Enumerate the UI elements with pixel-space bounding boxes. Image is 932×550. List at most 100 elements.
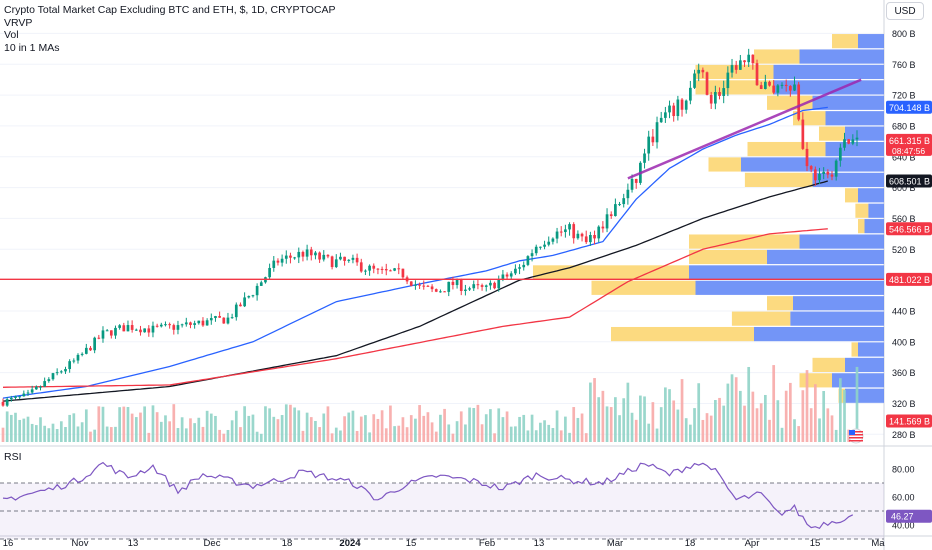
candle-body bbox=[372, 265, 376, 269]
volume-bar bbox=[155, 412, 159, 442]
candle-body bbox=[697, 69, 701, 74]
legend-vrvp[interactable]: VRVP bbox=[4, 16, 33, 29]
candle-body bbox=[509, 273, 513, 277]
volume-bar bbox=[176, 428, 180, 442]
volume-bar bbox=[93, 429, 96, 442]
volume-bar bbox=[689, 424, 692, 442]
candle-body bbox=[251, 295, 255, 297]
candle-body bbox=[214, 316, 217, 319]
volume-bar bbox=[455, 421, 459, 442]
volume-bar bbox=[514, 426, 517, 442]
volume-bar bbox=[226, 429, 230, 442]
price-badge-label: 546.566 B bbox=[889, 224, 930, 234]
candle-body bbox=[305, 249, 309, 257]
candle-body bbox=[434, 289, 438, 292]
candle-body bbox=[80, 353, 84, 355]
candle-body bbox=[1, 401, 5, 406]
vp-row-sell bbox=[767, 249, 884, 265]
candle-body bbox=[180, 324, 184, 326]
candle-body bbox=[659, 117, 663, 123]
candle-body bbox=[105, 330, 109, 332]
volume-bar bbox=[418, 405, 421, 442]
volume-bar bbox=[805, 370, 809, 442]
candle-body bbox=[259, 282, 263, 286]
rsi-badge bbox=[886, 509, 932, 523]
volume-bar bbox=[72, 413, 76, 442]
volume-bar bbox=[364, 415, 367, 442]
time-tick-label: 15 bbox=[810, 538, 821, 549]
candle-body bbox=[39, 386, 42, 388]
volume-bar bbox=[126, 406, 130, 442]
candle-body bbox=[59, 371, 63, 373]
price-badge-label: 141.569 B bbox=[889, 417, 930, 427]
vp-row-buy bbox=[858, 219, 865, 234]
volume-bar bbox=[597, 397, 601, 442]
volume-bar bbox=[130, 413, 134, 442]
candle-body bbox=[801, 119, 805, 149]
vp-row-sell bbox=[825, 111, 884, 126]
vp-row-sell bbox=[858, 188, 884, 203]
rsi-pane bbox=[0, 461, 884, 540]
trend-line bbox=[627, 78, 862, 180]
candle-body bbox=[793, 84, 796, 91]
volume-bar bbox=[209, 413, 213, 442]
legend-mas[interactable]: 10 in 1 MAs bbox=[4, 41, 60, 54]
candle-body bbox=[734, 65, 738, 70]
price-tick-label: 720 B bbox=[892, 91, 916, 101]
candles bbox=[1, 48, 859, 407]
time-tick-label: 18 bbox=[685, 538, 696, 549]
candle-body bbox=[9, 397, 13, 400]
candle-body bbox=[672, 105, 676, 117]
volume-bar bbox=[272, 416, 276, 442]
volume-bar bbox=[493, 433, 496, 442]
candle-body bbox=[689, 87, 692, 101]
candle-body bbox=[34, 386, 38, 390]
volume-bar bbox=[89, 431, 92, 442]
volume-bar bbox=[64, 427, 67, 442]
volume-bar bbox=[30, 423, 34, 442]
legend-vol[interactable]: Vol bbox=[4, 29, 19, 41]
candle-body bbox=[464, 289, 467, 291]
moving-average-line bbox=[2, 180, 828, 402]
vp-row-buy bbox=[689, 234, 800, 249]
candle-body bbox=[197, 320, 201, 324]
candle-body bbox=[555, 231, 559, 239]
candle-body bbox=[764, 81, 767, 89]
candle-body bbox=[239, 304, 242, 307]
volume-bar bbox=[818, 418, 821, 442]
volume-bar bbox=[534, 430, 538, 442]
volume-bar bbox=[609, 407, 613, 442]
candle-body bbox=[584, 236, 588, 243]
volume-bar bbox=[276, 419, 280, 442]
vp-row-buy bbox=[838, 388, 845, 403]
volume-bar bbox=[730, 374, 734, 442]
candle-body bbox=[443, 291, 446, 293]
candle-body bbox=[43, 381, 47, 387]
candle-body bbox=[518, 267, 521, 269]
candle-body bbox=[614, 204, 617, 217]
volume-bar bbox=[672, 400, 676, 442]
candle-body bbox=[551, 238, 555, 242]
candle-body bbox=[526, 256, 530, 265]
volume-bar bbox=[518, 416, 521, 442]
candle-body bbox=[68, 361, 72, 370]
candle-body bbox=[226, 317, 230, 324]
candle-body bbox=[834, 160, 838, 177]
volume-bar bbox=[439, 414, 442, 442]
rsi-label[interactable]: RSI bbox=[4, 451, 22, 463]
time-tick-label: Feb bbox=[479, 538, 495, 549]
volume-profile bbox=[533, 34, 884, 403]
candle-body bbox=[97, 337, 101, 339]
candle-body bbox=[64, 369, 67, 372]
volume-bar bbox=[255, 431, 259, 442]
currency-button[interactable]: USD bbox=[886, 2, 924, 20]
time-tick-label: Ma bbox=[871, 538, 885, 549]
candle-body bbox=[343, 256, 346, 261]
volume-bar bbox=[772, 365, 776, 442]
volume-bar bbox=[572, 407, 576, 442]
candle-body bbox=[693, 73, 696, 88]
candle-body bbox=[497, 280, 501, 289]
candle-body bbox=[718, 92, 721, 96]
volume-bar bbox=[59, 421, 63, 442]
